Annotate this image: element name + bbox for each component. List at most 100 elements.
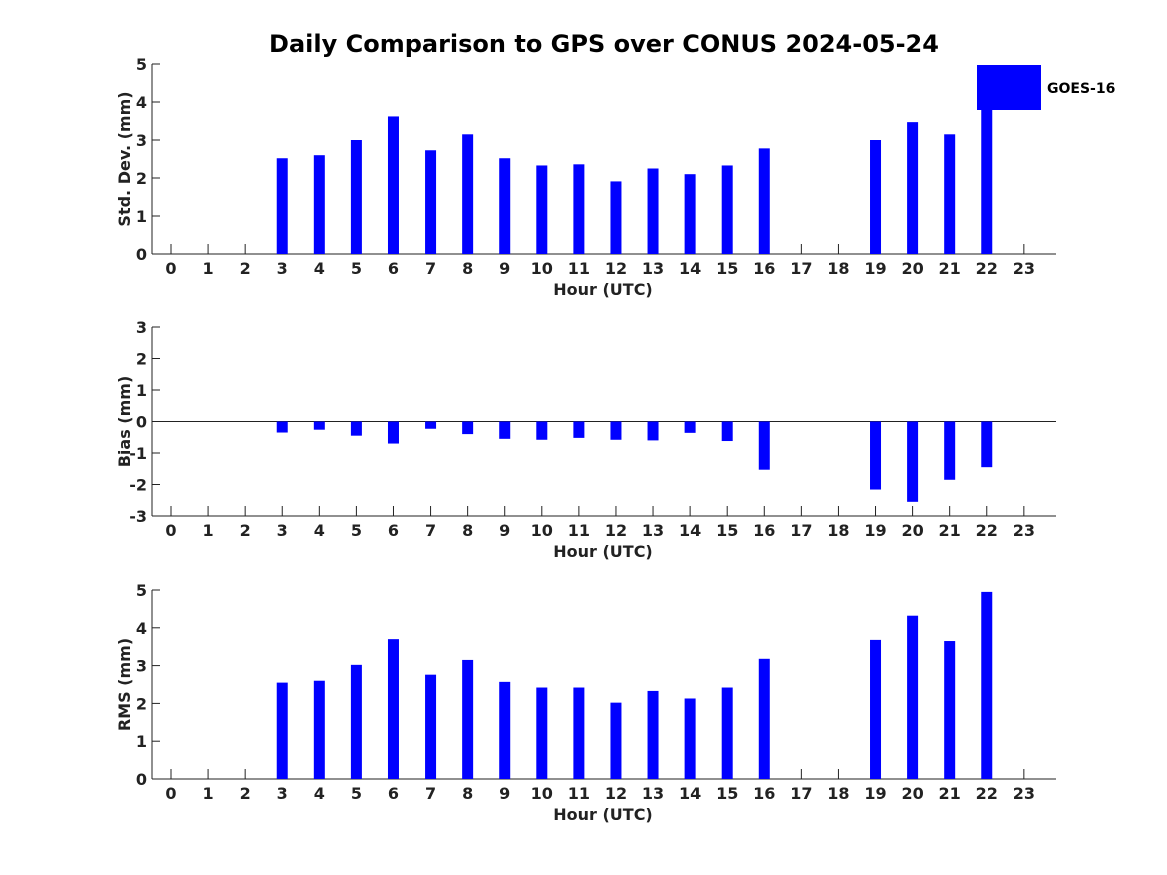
bar-hour-13	[647, 168, 659, 254]
y-tick-label: 1	[136, 381, 147, 400]
y-tick-label: 2	[136, 169, 147, 188]
x-tick-label: 23	[1013, 521, 1035, 540]
y-tick-label: 0	[136, 245, 147, 264]
x-tick-label: 8	[462, 259, 473, 278]
y-axis-label: RMS (mm)	[115, 638, 134, 731]
y-tick-label: -2	[129, 476, 147, 495]
x-tick-label: 2	[240, 521, 251, 540]
x-tick-label: 18	[827, 784, 849, 803]
x-tick-label: 4	[314, 784, 325, 803]
x-tick-label: 11	[568, 259, 590, 278]
x-tick-label: 0	[165, 784, 176, 803]
x-tick-label: 15	[716, 259, 738, 278]
y-axis-label: Std. Dev. (mm)	[115, 91, 134, 226]
x-tick-label: 17	[790, 259, 812, 278]
x-tick-label: 6	[388, 259, 399, 278]
bar-hour-14	[684, 421, 696, 433]
x-tick-label: 9	[499, 521, 510, 540]
bar-hour-9	[499, 158, 511, 254]
x-tick-label: 7	[425, 784, 436, 803]
y-tick-label: 3	[136, 318, 147, 337]
x-tick-label: 17	[790, 521, 812, 540]
x-tick-label: 8	[462, 784, 473, 803]
y-tick-label: 0	[136, 770, 147, 789]
legend-swatch-goes16	[977, 65, 1041, 110]
bar-hour-16	[758, 421, 770, 470]
bar-hour-5	[350, 664, 362, 779]
bar-hour-12	[610, 702, 622, 779]
y-tick-label: -1	[129, 444, 147, 463]
x-tick-label: 20	[901, 521, 923, 540]
bar-hour-14	[684, 698, 696, 779]
x-tick-label: 21	[939, 521, 961, 540]
bar-hour-10	[536, 421, 548, 440]
bar-hour-13	[647, 421, 659, 441]
bar-hour-9	[499, 421, 511, 439]
x-tick-label: 17	[790, 784, 812, 803]
x-tick-label: 9	[499, 784, 510, 803]
bar-hour-7	[425, 421, 437, 429]
x-tick-label: 3	[277, 521, 288, 540]
chart-title: Daily Comparison to GPS over CONUS 2024-…	[269, 30, 939, 58]
x-tick-label: 9	[499, 259, 510, 278]
x-tick-label: 10	[531, 259, 553, 278]
bar-hour-21	[944, 421, 956, 480]
x-tick-label: 15	[716, 521, 738, 540]
x-axis-label: Hour (UTC)	[553, 805, 653, 824]
bar-hour-20	[907, 615, 919, 779]
bar-hour-11	[573, 421, 585, 438]
bar-hour-21	[944, 134, 956, 254]
y-tick-label: 5	[136, 581, 147, 600]
x-tick-label: 12	[605, 521, 627, 540]
bar-hour-3	[276, 421, 288, 433]
bar-hour-16	[758, 658, 770, 779]
bar-hour-5	[350, 140, 362, 254]
bar-hour-11	[573, 687, 585, 779]
bar-hour-8	[462, 421, 474, 435]
y-tick-label: 4	[136, 93, 147, 112]
x-tick-label: 16	[753, 521, 775, 540]
bar-hour-3	[276, 158, 288, 254]
bar-hour-6	[387, 639, 399, 779]
bar-hour-15	[721, 165, 733, 254]
bar-hour-10	[536, 165, 548, 254]
x-tick-label: 5	[351, 521, 362, 540]
x-tick-label: 2	[240, 259, 251, 278]
y-tick-label: 2	[136, 694, 147, 713]
y-tick-label: 1	[136, 207, 147, 226]
x-tick-label: 12	[605, 784, 627, 803]
bar-hour-19	[870, 140, 882, 254]
bar-hour-4	[313, 421, 325, 430]
x-tick-label: 22	[976, 784, 998, 803]
x-tick-label: 13	[642, 521, 664, 540]
x-tick-label: 18	[827, 259, 849, 278]
y-axis-label: Bias (mm)	[115, 376, 134, 468]
bar-hour-16	[758, 148, 770, 254]
x-tick-label: 14	[679, 784, 701, 803]
x-tick-label: 10	[531, 784, 553, 803]
bar-hour-15	[721, 687, 733, 779]
y-tick-label: 1	[136, 732, 147, 751]
bar-hour-12	[610, 421, 622, 440]
x-tick-label: 14	[679, 521, 701, 540]
bar-hour-5	[350, 421, 362, 436]
bar-hour-6	[387, 421, 399, 444]
y-tick-label: -3	[129, 507, 147, 526]
x-tick-label: 0	[165, 521, 176, 540]
x-tick-label: 15	[716, 784, 738, 803]
x-tick-label: 19	[864, 259, 886, 278]
bar-hour-19	[870, 421, 882, 490]
y-tick-label: 4	[136, 619, 147, 638]
bar-hour-8	[462, 659, 474, 779]
x-tick-label: 12	[605, 259, 627, 278]
x-tick-label: 16	[753, 259, 775, 278]
x-tick-label: 5	[351, 784, 362, 803]
x-tick-label: 4	[314, 259, 325, 278]
bar-hour-4	[313, 680, 325, 779]
bar-hour-14	[684, 174, 696, 254]
x-tick-label: 22	[976, 521, 998, 540]
x-tick-label: 1	[203, 784, 214, 803]
